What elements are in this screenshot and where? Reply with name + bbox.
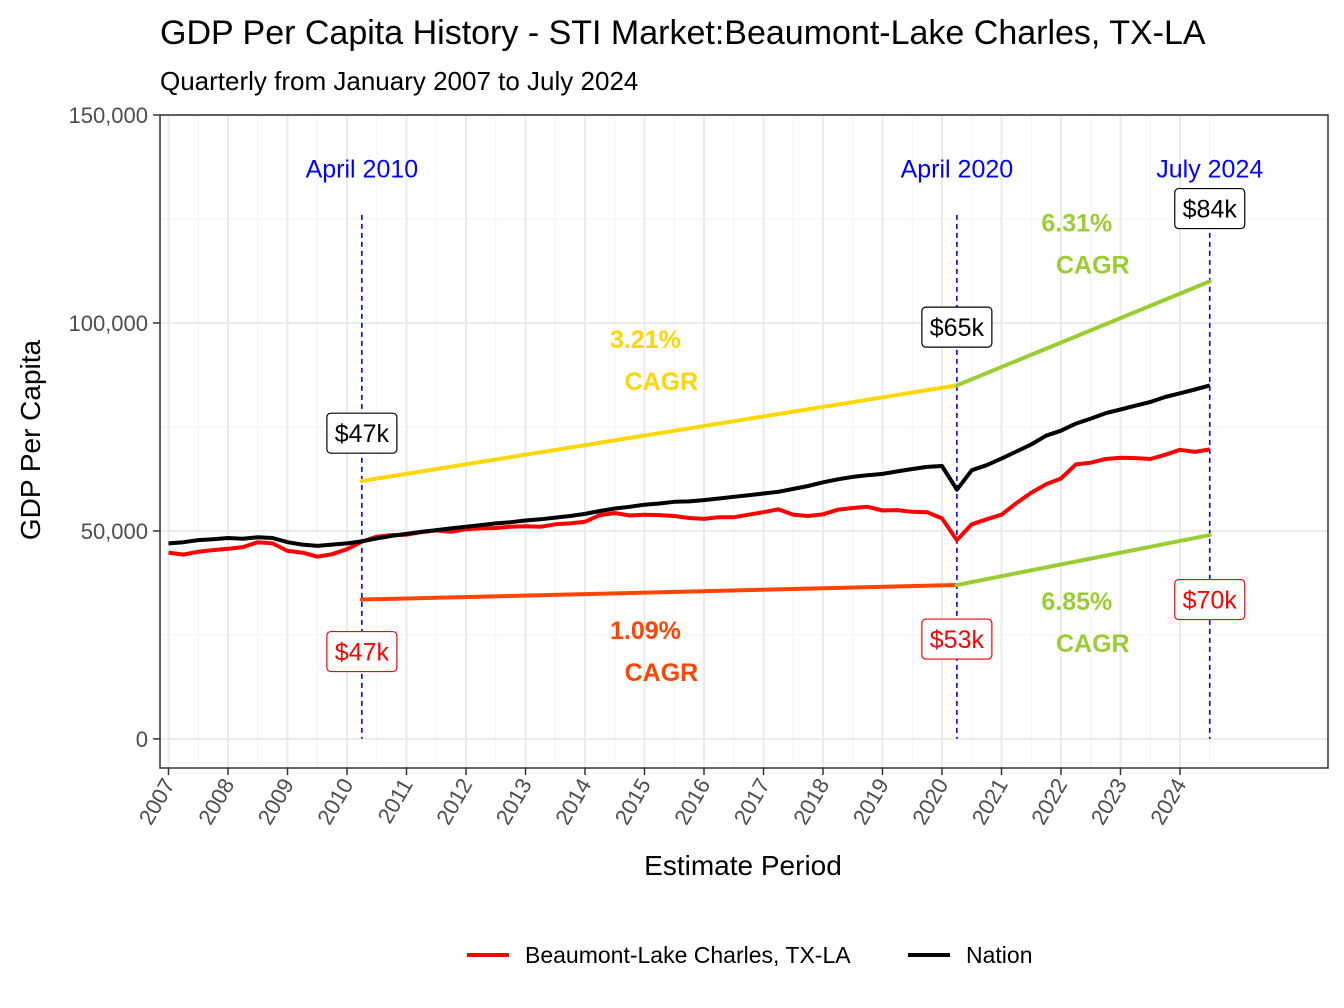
- legend-label: Nation: [966, 942, 1032, 968]
- y-tick-label: 0: [136, 727, 148, 752]
- x-tick-label: 2017: [729, 774, 775, 829]
- plot-panel-border: [159, 114, 1329, 769]
- chart-title: GDP Per Capita History - STI Market:Beau…: [160, 14, 1206, 52]
- x-axis: 2007 2008 2009 2010 2011 2012 2013 2014 2015 2016…: [134, 768, 1191, 829]
- data-series: [168, 383, 1211, 559]
- value-label-box: [921, 306, 993, 348]
- annotations: 3.21% CAGR 6.31% CAGR 1.09% CAGR 6.85% CAGR $47k…: [326, 187, 1246, 687]
- trend-line-nation-2010-2020: [359, 383, 959, 484]
- x-tick-label: 2009: [253, 774, 299, 829]
- x-tick-label: 2008: [193, 774, 239, 829]
- value-label-box: [1174, 187, 1246, 230]
- x-tick-label: 2014: [550, 774, 596, 829]
- x-tick-label: 2012: [431, 774, 477, 829]
- legend: Beaumont-Lake Charles, TX-LA Nation: [467, 942, 1032, 968]
- value-label-box: [326, 630, 398, 673]
- legend-label: Beaumont-Lake Charles, TX-LA: [525, 942, 851, 968]
- x-tick-label: 2022: [1026, 774, 1072, 829]
- value-label-text: $84k: [1183, 196, 1238, 224]
- cagr-rate-label: 3.21%: [610, 326, 681, 354]
- cagr-rate-label: 6.31%: [1041, 209, 1112, 237]
- y-tick-label: 50,000: [81, 519, 148, 544]
- y-tick-label: 100,000: [68, 311, 148, 336]
- cagr-suffix-label: CAGR: [625, 659, 699, 687]
- grid-minor: [160, 115, 1328, 768]
- x-tick-label: 2013: [491, 774, 537, 829]
- cagr-rate-label: 1.09%: [610, 617, 681, 645]
- y-tick-label: 150,000: [68, 103, 148, 128]
- value-label-text: $70k: [1183, 587, 1238, 615]
- x-tick-label: 2020: [907, 774, 953, 829]
- value-label-text: $53k: [930, 626, 985, 654]
- vertical-markers: April 2010 April 2020 July 2024: [306, 155, 1263, 739]
- x-tick-label: 2015: [610, 774, 656, 829]
- cagr-suffix-label: CAGR: [1056, 251, 1130, 279]
- series-line-market: [168, 447, 1211, 559]
- chart-subtitle: Quarterly from January 2007 to July 2024: [160, 66, 638, 96]
- value-label-box: [921, 618, 993, 660]
- trend-lines: [359, 279, 1212, 602]
- vertical-marker-label: April 2010: [306, 155, 419, 183]
- x-tick-label: 2021: [967, 774, 1013, 829]
- series-line-nation: [168, 383, 1211, 548]
- cagr-suffix-label: CAGR: [1056, 630, 1130, 658]
- x-tick-label: 2011: [373, 774, 418, 827]
- x-tick-label: 2024: [1145, 774, 1191, 829]
- x-tick-label: 2023: [1086, 774, 1132, 829]
- cagr-suffix-label: CAGR: [625, 368, 699, 396]
- cagr-rate-label: 6.85%: [1041, 588, 1112, 616]
- x-tick-label: 2016: [669, 774, 715, 829]
- trend-line-nation-2020-2024: [954, 279, 1212, 388]
- x-tick-label: 2018: [788, 774, 834, 829]
- x-tick-label: 2007: [134, 774, 180, 829]
- value-label-box: [1174, 578, 1246, 621]
- y-axis: 0 50,000 100,000 150,000: [68, 103, 160, 752]
- x-axis-title: Estimate Period: [644, 850, 842, 881]
- x-tick-label: 2010: [312, 774, 358, 829]
- vertical-marker-label: April 2020: [901, 155, 1014, 183]
- y-axis-title: GDP Per Capita: [15, 339, 46, 540]
- x-tick-label: 2019: [848, 774, 894, 829]
- trend-line-market-2010-2020: [359, 582, 959, 602]
- value-label-text: $47k: [335, 639, 390, 667]
- value-label-text: $47k: [335, 420, 390, 448]
- value-label-text: $65k: [930, 314, 985, 342]
- trend-line-market-2020-2024: [954, 533, 1212, 587]
- value-label-box: [326, 412, 398, 454]
- vertical-marker-label: July 2024: [1156, 155, 1263, 183]
